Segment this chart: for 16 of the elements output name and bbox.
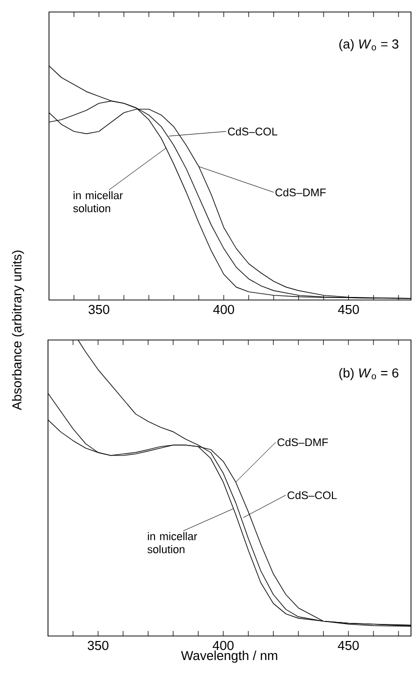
x-tick-label: 400 [212,640,234,650]
x-tick-label: 350 [88,304,110,314]
y-axis-title: Absorbance (arbitrary units) [12,250,24,410]
x-tick-label: 450 [338,640,359,650]
x-tick-label: 350 [88,640,108,650]
x-tick-label: 450 [338,304,359,314]
annotation: CdS–COL [228,127,278,136]
annotation: (b) W$_{o}$ = 6 [339,368,398,380]
x-axis-title: Wavelength / nm [181,650,278,663]
text: (a) W$_{o}$ = 3 [339,39,398,52]
annotation: CdS–COL [288,491,337,500]
x-tick-label: 400 [213,304,234,314]
annotation: CdS–DMF [278,438,328,446]
annotation: in micellar solution [148,532,198,554]
annotation: in micellar solution [73,191,123,212]
annotation: CdS–DMF [275,188,326,196]
